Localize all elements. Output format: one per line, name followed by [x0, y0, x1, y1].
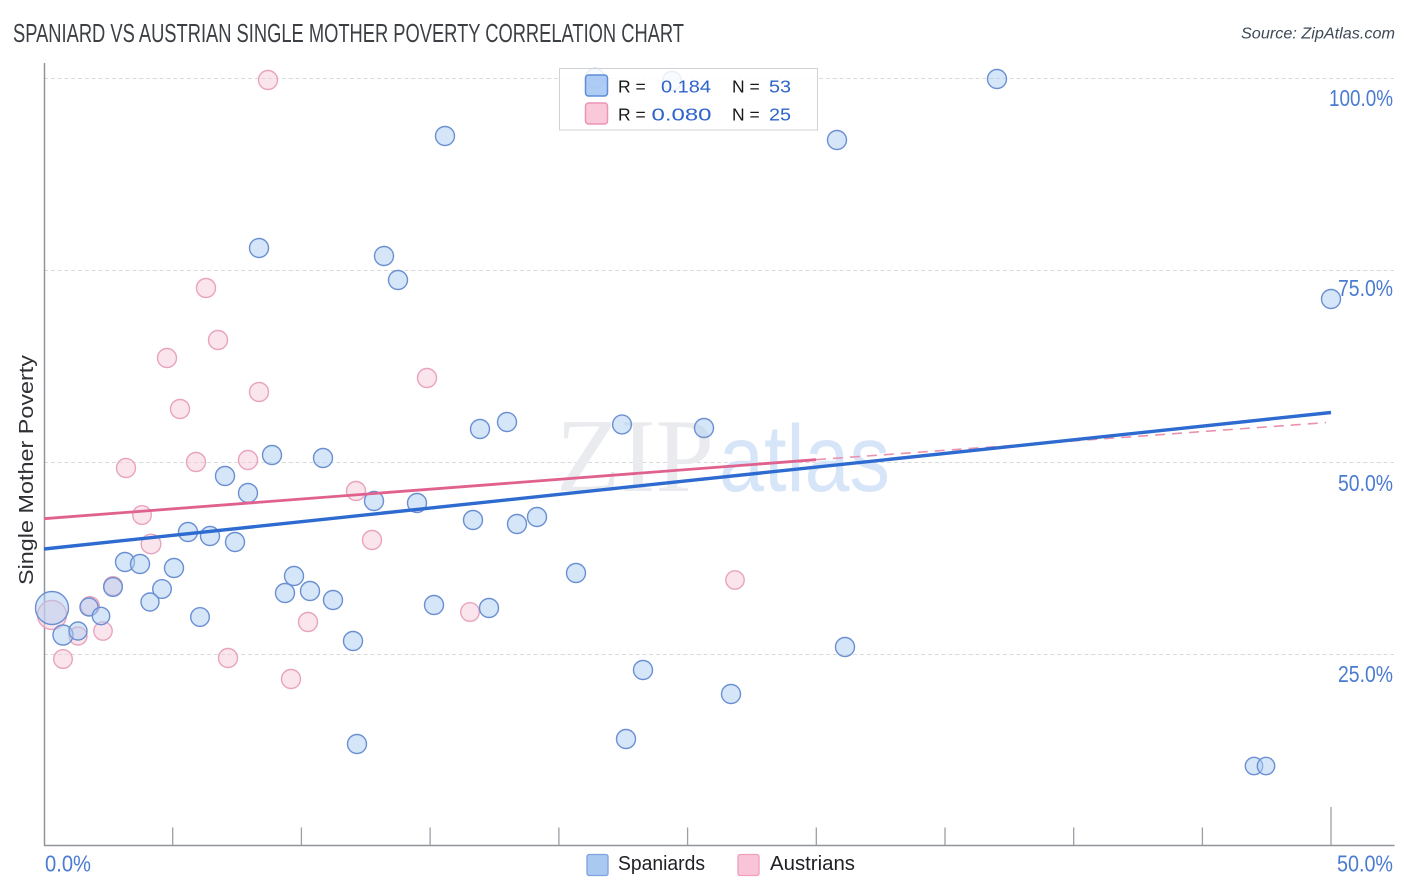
- svg-text:25.0%: 25.0%: [1338, 661, 1393, 687]
- svg-text:N =: N =: [732, 105, 760, 125]
- svg-text:50.0%: 50.0%: [1337, 851, 1393, 877]
- svg-text:53: 53: [769, 77, 791, 97]
- svg-text:Austrians: Austrians: [770, 853, 855, 875]
- svg-text:Single Mother Poverty: Single Mother Poverty: [16, 355, 38, 585]
- svg-text:SPANIARD VS AUSTRIAN SINGLE MO: SPANIARD VS AUSTRIAN SINGLE MOTHER POVER…: [13, 18, 684, 48]
- svg-text:0.0%: 0.0%: [45, 851, 91, 877]
- svg-text:50.0%: 50.0%: [1338, 470, 1393, 496]
- svg-text:75.0%: 75.0%: [1338, 275, 1393, 301]
- svg-text:100.0%: 100.0%: [1329, 85, 1393, 111]
- svg-text:0.184: 0.184: [661, 77, 711, 97]
- svg-text:25: 25: [769, 105, 791, 125]
- svg-text:0.080: 0.080: [652, 105, 712, 125]
- svg-text:N =: N =: [732, 77, 760, 97]
- svg-text:Spaniards: Spaniards: [618, 853, 705, 875]
- svg-text:ZIP: ZIP: [556, 397, 714, 514]
- svg-text:Source: ZipAtlas.com: Source: ZipAtlas.com: [1241, 26, 1395, 43]
- svg-text:R =: R =: [618, 77, 646, 97]
- svg-text:R =: R =: [618, 105, 646, 125]
- svg-text:atlas: atlas: [719, 406, 890, 512]
